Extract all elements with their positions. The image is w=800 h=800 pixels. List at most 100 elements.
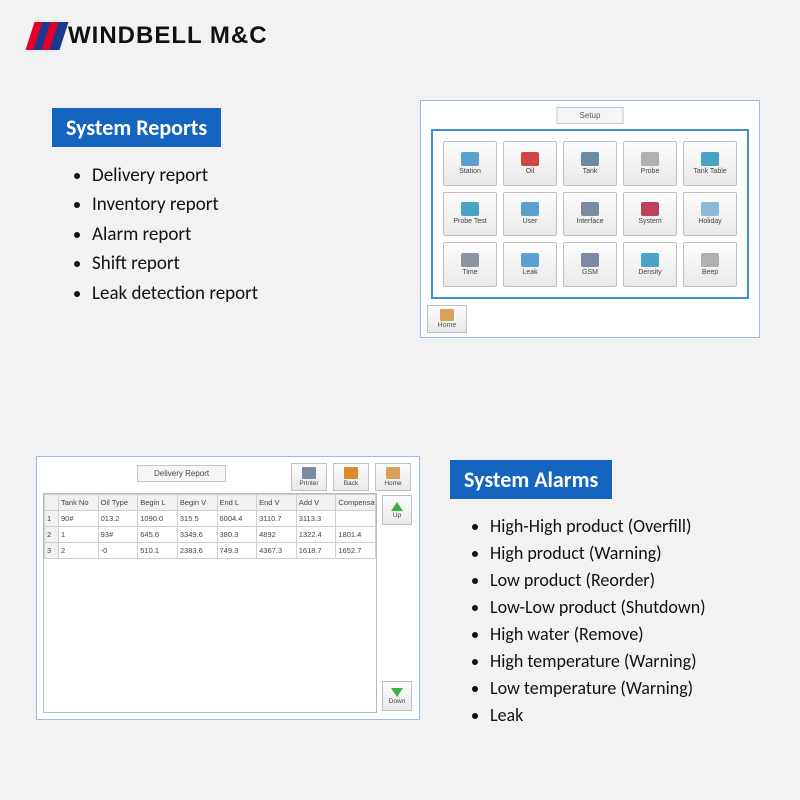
alarms-item: High-High product (Overfill) bbox=[490, 513, 706, 540]
back-button[interactable]: Back bbox=[333, 463, 369, 491]
alarms-item: Leak bbox=[490, 702, 706, 729]
reports-item: Delivery report bbox=[92, 161, 258, 190]
table-cell: 4892 bbox=[257, 527, 297, 543]
setup-button-beep[interactable]: Beep bbox=[683, 242, 737, 287]
station-icon bbox=[461, 152, 479, 166]
setup-button-label: Interface bbox=[576, 218, 603, 225]
setup-button-label: Holiday bbox=[698, 218, 721, 225]
setup-button-tank[interactable]: Tank bbox=[563, 141, 617, 186]
setup-button-label: User bbox=[523, 218, 538, 225]
setup-button-density[interactable]: Density bbox=[623, 242, 677, 287]
probe-icon bbox=[641, 152, 659, 166]
home-icon bbox=[386, 467, 400, 479]
setup-home-button[interactable]: Home bbox=[427, 305, 467, 333]
setup-button-station[interactable]: Station bbox=[443, 141, 497, 186]
arrow-down-icon bbox=[391, 688, 403, 697]
alarms-item: High product (Warning) bbox=[490, 540, 706, 567]
time-icon bbox=[461, 253, 479, 267]
table-cell: 3349.6 bbox=[177, 527, 217, 543]
setup-button-label: Density bbox=[638, 269, 661, 276]
table-cell: 3113.3 bbox=[296, 511, 336, 527]
report-scroll-controls: Up Down bbox=[381, 493, 413, 713]
table-header: End L bbox=[217, 495, 257, 511]
setup-button-holiday[interactable]: Holiday bbox=[683, 192, 737, 237]
reports-list: Delivery reportInventory reportAlarm rep… bbox=[52, 161, 258, 308]
setup-button-label: Beep bbox=[702, 269, 718, 276]
tank-table-icon bbox=[701, 152, 719, 166]
table-row: 32-0510.12383.6749.34367.31618.71652.7 bbox=[45, 543, 376, 559]
setup-button-interface[interactable]: Interface bbox=[563, 192, 617, 237]
table-header: Compensate V bbox=[336, 495, 376, 511]
setup-button-oil[interactable]: Oil bbox=[503, 141, 557, 186]
alarms-item: High temperature (Warning) bbox=[490, 648, 706, 675]
logo-text: WINDBELL M&C bbox=[68, 22, 268, 50]
reports-item: Inventory report bbox=[92, 190, 258, 219]
setup-button-label: Time bbox=[462, 269, 477, 276]
table-cell: -0 bbox=[98, 543, 138, 559]
printer-icon bbox=[302, 467, 316, 479]
alarms-item: Low product (Reorder) bbox=[490, 567, 706, 594]
table-cell: 4367.3 bbox=[257, 543, 297, 559]
home-icon bbox=[440, 309, 454, 321]
table-header: End V bbox=[257, 495, 297, 511]
table-cell: 1618.7 bbox=[296, 543, 336, 559]
setup-button-probe[interactable]: Probe bbox=[623, 141, 677, 186]
table-row: 190#013.21090.0315.56004.43110.73113.3 bbox=[45, 511, 376, 527]
arrow-up-icon bbox=[391, 502, 403, 511]
reports-item: Leak detection report bbox=[92, 279, 258, 308]
home-button[interactable]: Home bbox=[375, 463, 411, 491]
reports-item: Alarm report bbox=[92, 220, 258, 249]
table-cell: 1801.4 bbox=[336, 527, 376, 543]
holiday-icon bbox=[701, 202, 719, 216]
table-row: 2193#645.63349.6380.348921322.41801.4 bbox=[45, 527, 376, 543]
brand-logo: WINDBELL M&C bbox=[30, 22, 268, 50]
table-cell: 510.1 bbox=[138, 543, 178, 559]
alarms-item: Low temperature (Warning) bbox=[490, 675, 706, 702]
setup-window: Setup StationOilTankProbeTank Table Probe… bbox=[420, 100, 760, 338]
setup-button-probe-test[interactable]: Probe Test bbox=[443, 192, 497, 237]
setup-button-gsm[interactable]: GSM bbox=[563, 242, 617, 287]
table-header: Oil Type bbox=[98, 495, 138, 511]
density-icon bbox=[641, 253, 659, 267]
table-cell: 1090.0 bbox=[138, 511, 178, 527]
table-cell: 749.3 bbox=[217, 543, 257, 559]
table-cell: 2383.6 bbox=[177, 543, 217, 559]
setup-button-label: Leak bbox=[522, 269, 537, 276]
leak-icon bbox=[521, 253, 539, 267]
alarms-item: Low-Low product (Shutdown) bbox=[490, 594, 706, 621]
scroll-up-button[interactable]: Up bbox=[382, 495, 412, 525]
setup-button-user[interactable]: User bbox=[503, 192, 557, 237]
setup-home-label: Home bbox=[438, 322, 457, 329]
gsm-icon bbox=[581, 253, 599, 267]
report-title-button[interactable]: Delivery Report bbox=[137, 465, 226, 482]
table-cell: 1 bbox=[59, 527, 99, 543]
table-cell: 6004.4 bbox=[217, 511, 257, 527]
setup-button-system[interactable]: System bbox=[623, 192, 677, 237]
setup-button-label: Probe Test bbox=[453, 218, 486, 225]
setup-button-label: GSM bbox=[582, 269, 598, 276]
section-system-alarms: System Alarms High-High product (Overfil… bbox=[450, 460, 706, 729]
table-cell: 1652.7 bbox=[336, 543, 376, 559]
table-cell: 3110.7 bbox=[257, 511, 297, 527]
setup-title-button[interactable]: Setup bbox=[557, 107, 624, 124]
back-icon bbox=[344, 467, 358, 479]
table-cell: 645.6 bbox=[138, 527, 178, 543]
printer-button[interactable]: Printer bbox=[291, 463, 327, 491]
table-header: Begin L bbox=[138, 495, 178, 511]
table-cell: 93# bbox=[98, 527, 138, 543]
scroll-down-button[interactable]: Down bbox=[382, 681, 412, 711]
setup-button-label: System bbox=[638, 218, 661, 225]
table-cell: 315.5 bbox=[177, 511, 217, 527]
system-icon bbox=[641, 202, 659, 216]
table-cell: 90# bbox=[59, 511, 99, 527]
interface-icon bbox=[581, 202, 599, 216]
beep-icon bbox=[701, 253, 719, 267]
alarms-list: High-High product (Overfill)High product… bbox=[450, 513, 706, 729]
reports-item: Shift report bbox=[92, 249, 258, 278]
setup-button-leak[interactable]: Leak bbox=[503, 242, 557, 287]
oil-icon bbox=[521, 152, 539, 166]
table-cell: 380.3 bbox=[217, 527, 257, 543]
setup-button-tank-table[interactable]: Tank Table bbox=[683, 141, 737, 186]
setup-button-time[interactable]: Time bbox=[443, 242, 497, 287]
table-header: Tank No bbox=[59, 495, 99, 511]
